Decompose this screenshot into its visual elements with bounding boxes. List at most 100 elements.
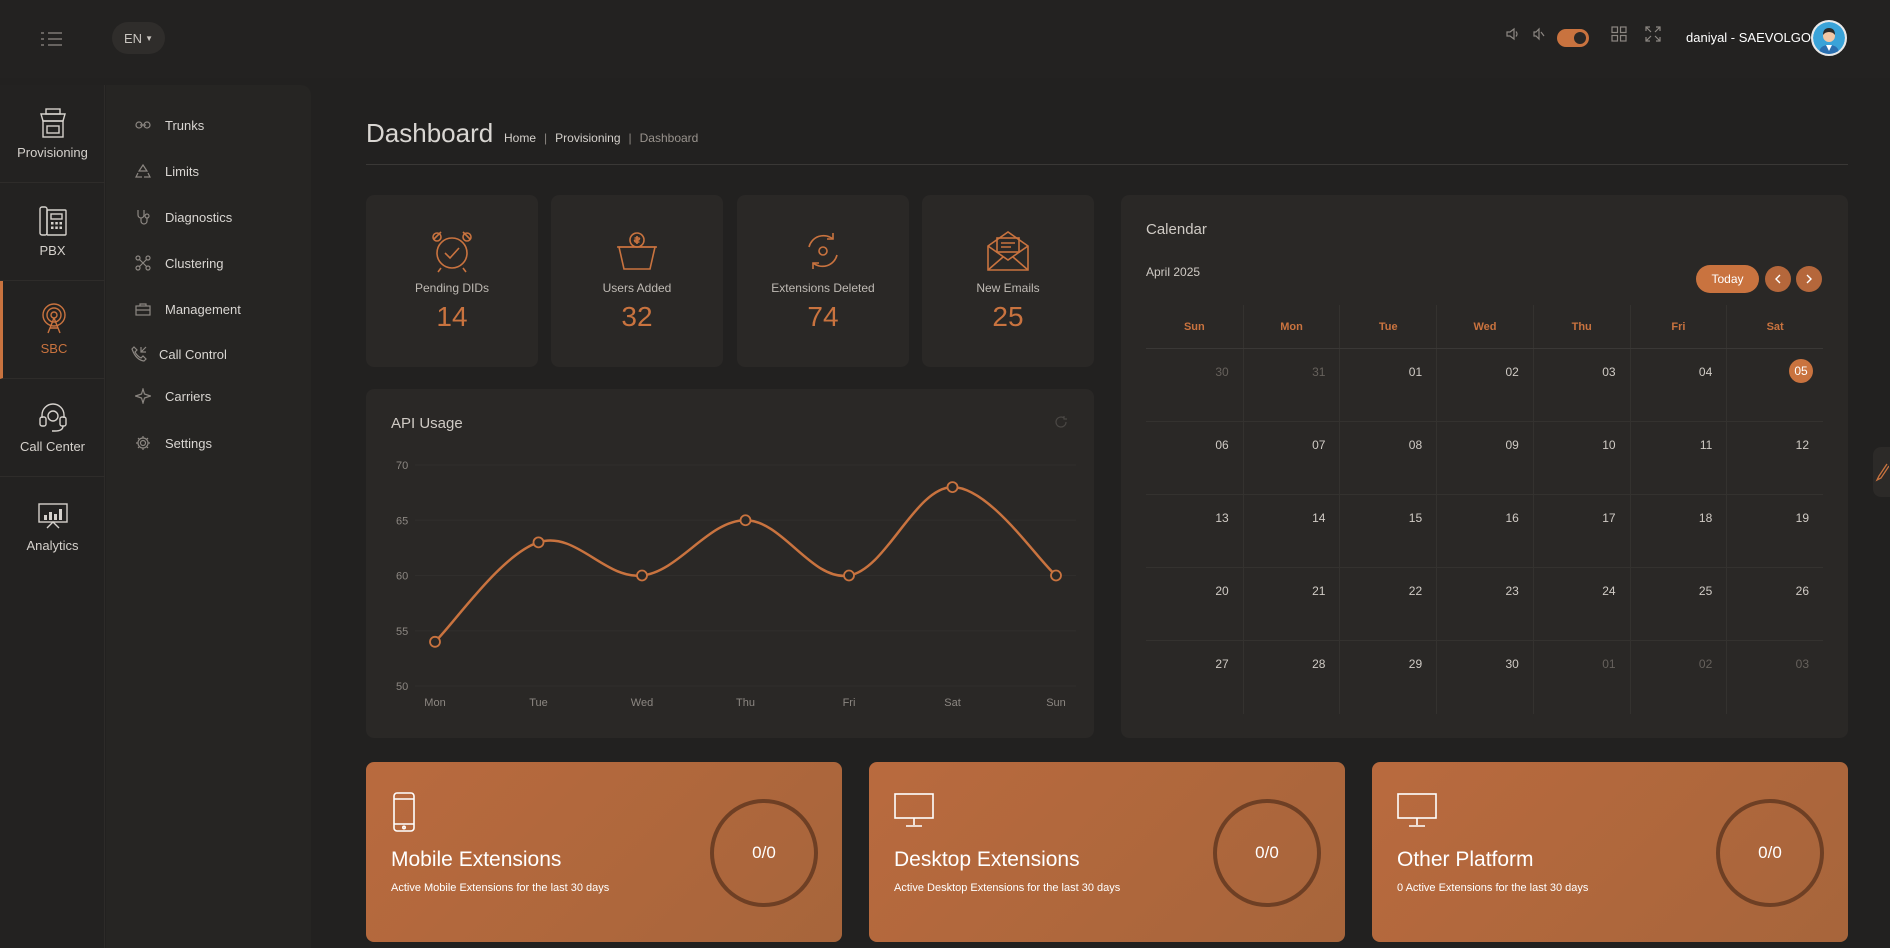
calendar-day-number: 16: [1505, 511, 1519, 525]
stat-card-new-emails: New Emails 25: [922, 195, 1094, 367]
calendar-day-cell[interactable]: 29: [1339, 641, 1436, 714]
caret-down-icon: ▼: [145, 33, 153, 43]
calendar-day-cell[interactable]: 30: [1146, 349, 1243, 421]
calendar-day-cell[interactable]: 10: [1532, 422, 1630, 494]
calendar-next-button[interactable]: [1796, 266, 1822, 292]
rail-item-sbc[interactable]: SBC: [0, 281, 105, 379]
calendar-day-cell[interactable]: 21: [1242, 568, 1340, 640]
menu-toggle-icon[interactable]: [38, 27, 66, 51]
theme-toggle[interactable]: [1557, 29, 1589, 47]
calendar-day-number: 26: [1795, 584, 1809, 598]
mobile-phone-icon: [393, 792, 415, 832]
calendar-prev-button[interactable]: [1765, 266, 1791, 292]
calendar-day-cell[interactable]: 05: [1726, 349, 1823, 421]
y-tick-label: 65: [396, 515, 408, 527]
calendar-day-cell[interactable]: 04: [1629, 349, 1727, 421]
calendar-day-cell[interactable]: 17: [1532, 495, 1630, 567]
calendar-day-cell[interactable]: 13: [1146, 495, 1243, 567]
promo-count-ring: 0/0: [1716, 799, 1824, 907]
calendar-grid: Sun Mon Tue Wed Thu Fri Sat 30 31 01 02 03 04 05 06 07…: [1146, 305, 1823, 714]
calendar-day-cell[interactable]: 25: [1629, 568, 1727, 640]
calendar-day-number: 03: [1795, 657, 1809, 671]
submenu-item-diagnostics[interactable]: Diagnostics: [106, 200, 311, 234]
sync-icon: [808, 233, 838, 269]
submenu-item-label: Clustering: [165, 255, 224, 271]
y-tick-label: 55: [396, 626, 408, 638]
submenu-item-clustering[interactable]: Clustering: [106, 246, 311, 280]
calendar-day-cell[interactable]: 08: [1339, 422, 1436, 494]
calendar-day-cell[interactable]: 28: [1242, 641, 1340, 714]
calendar-day-number: 11: [1699, 438, 1713, 452]
stat-card-users-added: Users Added 32: [551, 195, 723, 367]
data-point[interactable]: [532, 536, 545, 549]
chevron-right-icon: [1806, 274, 1812, 284]
user-avatar[interactable]: [1811, 20, 1847, 56]
calendar-day-cell[interactable]: 19: [1726, 495, 1823, 567]
calendar-day-cell[interactable]: 03: [1532, 349, 1630, 421]
calendar-day-cell[interactable]: 02: [1436, 349, 1533, 421]
calendar-day-cell[interactable]: 12: [1726, 422, 1823, 494]
calendar-week-row: 27 28 29 30 01 02 03: [1146, 641, 1823, 714]
submenu-item-call-control[interactable]: Call Control: [106, 337, 311, 371]
calendar-day-cell[interactable]: 11: [1629, 422, 1727, 494]
rail-item-call-center[interactable]: Call Center: [0, 379, 105, 477]
refresh-icon[interactable]: [1054, 415, 1068, 429]
x-tick-label: Sat: [944, 697, 961, 709]
calendar-day-cell[interactable]: 27: [1146, 641, 1243, 714]
stat-value: 25: [992, 301, 1024, 332]
calendar-day-cell[interactable]: 31: [1242, 349, 1340, 421]
calendar-day-cell[interactable]: 26: [1726, 568, 1823, 640]
calendar-day-cell[interactable]: 24: [1532, 568, 1630, 640]
calendar-day-cell[interactable]: 14: [1242, 495, 1340, 567]
calendar-day-cell[interactable]: 06: [1146, 422, 1243, 494]
toggle-knob: [1574, 32, 1586, 44]
promo-card-desktop-extensions: Desktop Extensions Active Desktop Extens…: [869, 762, 1345, 942]
data-point[interactable]: [946, 481, 959, 493]
volume-icon[interactable]: [1505, 26, 1525, 46]
calendar-day-cell[interactable]: 15: [1339, 495, 1436, 567]
language-dropdown[interactable]: EN ▼: [112, 22, 165, 54]
calendar-day-cell[interactable]: 23: [1436, 568, 1533, 640]
rail-item-analytics[interactable]: Analytics: [0, 477, 105, 575]
calendar-day-cell[interactable]: 30: [1436, 641, 1533, 714]
username-label[interactable]: daniyal - SAEVOLGO: [1686, 30, 1811, 45]
calendar-day-cell[interactable]: 01: [1339, 349, 1436, 421]
calendar-day-cell[interactable]: 03: [1726, 641, 1823, 714]
api-usage-panel: API Usage 70 65 60 55 50 Mon Tue Wed Thu Fri Sat Su…: [366, 389, 1094, 738]
calendar-day-cell[interactable]: 01: [1532, 641, 1630, 714]
pen-icon: [1875, 463, 1890, 482]
submenu-item-trunks[interactable]: Trunks: [106, 108, 311, 142]
submenu-item-settings[interactable]: Settings: [106, 426, 311, 460]
breadcrumb-provisioning[interactable]: Provisioning: [555, 131, 621, 145]
stat-value: 14: [436, 301, 468, 332]
rail-item-pbx[interactable]: PBX: [0, 183, 105, 281]
data-point[interactable]: [636, 569, 648, 582]
store-icon: [39, 108, 66, 138]
submenu-item-carriers[interactable]: Carriers: [106, 379, 311, 413]
calendar-today-button[interactable]: Today: [1696, 265, 1759, 293]
rail-item-label: SBC: [40, 341, 68, 356]
fullscreen-icon[interactable]: [1645, 26, 1665, 46]
calendar-day-cell[interactable]: 02: [1629, 641, 1727, 714]
data-point[interactable]: [843, 569, 855, 582]
customizer-tab[interactable]: [1873, 447, 1890, 497]
mute-icon[interactable]: [1531, 26, 1551, 46]
data-point[interactable]: [739, 514, 752, 527]
calendar-day-cell[interactable]: 20: [1146, 568, 1243, 640]
data-point[interactable]: [429, 635, 441, 648]
calendar-day-cell[interactable]: 16: [1436, 495, 1533, 567]
calendar-day-number: 24: [1602, 584, 1616, 598]
data-point[interactable]: [1050, 569, 1062, 582]
apps-grid-icon[interactable]: [1611, 26, 1631, 46]
submenu-item-limits[interactable]: Limits: [106, 154, 311, 188]
breadcrumb-home[interactable]: Home: [504, 131, 537, 145]
calendar-day-cell[interactable]: 22: [1339, 568, 1436, 640]
monitor-icon: [1397, 793, 1437, 827]
title-divider: [366, 164, 1848, 165]
submenu-item-management[interactable]: Management: [106, 292, 311, 326]
rail-item-provisioning[interactable]: Provisioning: [0, 85, 105, 183]
calendar-day-cell[interactable]: 09: [1436, 422, 1533, 494]
calendar-day-cell[interactable]: 18: [1629, 495, 1727, 567]
calendar-day-cell[interactable]: 07: [1242, 422, 1340, 494]
calendar-weekday-header: Sun Mon Tue Wed Thu Fri Sat: [1146, 305, 1823, 349]
